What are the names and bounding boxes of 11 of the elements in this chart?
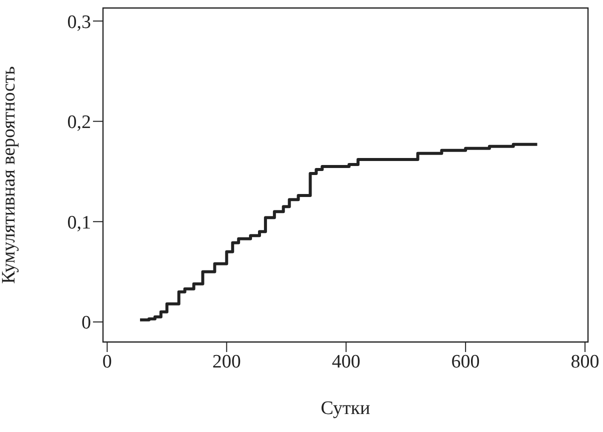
x-tick-label: 800 [570,351,600,372]
y-tick-label: 0,2 [67,112,91,134]
y-tick-label: 0 [82,312,91,334]
y-tick-label: 0,1 [67,212,91,234]
y-axis-title: Кумулятивная вероятность [0,66,20,284]
x-axis-title: Сутки [320,398,370,419]
x-tick-label: 0 [102,351,112,372]
x-tick-label: 600 [451,351,480,372]
y-tick-label: 0,3 [67,12,91,33]
x-tick-label: 400 [332,351,360,372]
x-tick-label: 200 [212,351,241,372]
